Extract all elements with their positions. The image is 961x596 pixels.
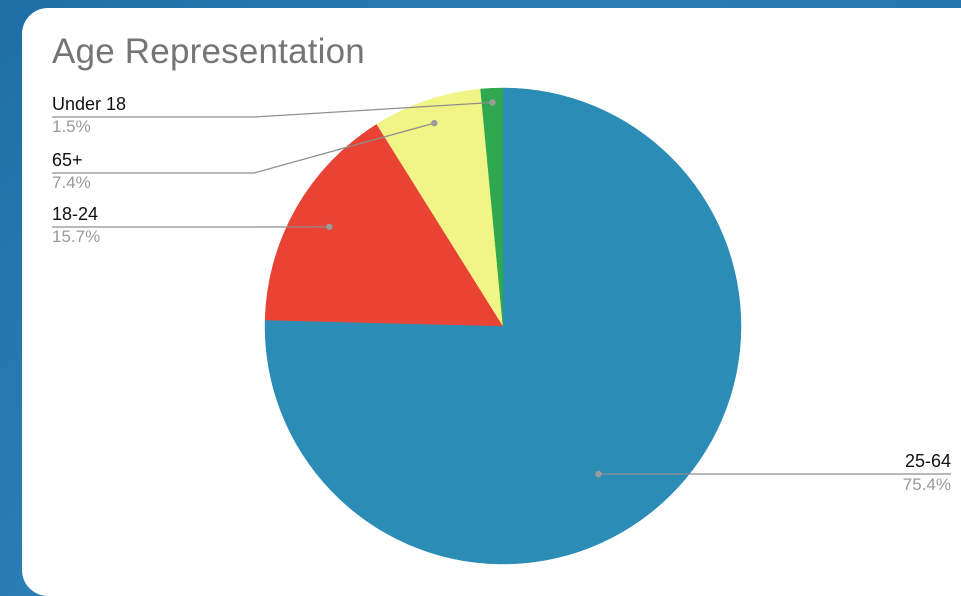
callout-dot-25-64: [595, 470, 602, 478]
pie-slice-under-18: [480, 87, 504, 327]
value-label-under-18: 1.5%: [52, 117, 91, 136]
callout-line-65: [52, 122, 435, 174]
callout-line-under-18: [52, 101, 493, 118]
label-under-18: Under 18: [52, 94, 126, 114]
callout-dot-18-24: [326, 223, 333, 231]
pie-slices: [264, 87, 742, 565]
label-25-64: 25-64: [905, 451, 951, 471]
pie-chart: Under 18 1.5% 65+ 7.4% 18-24 15.7% 25-64 75.4%: [52, 87, 952, 565]
pie-slice-18-24: [264, 123, 504, 327]
slice-labels: Under 18 1.5% 65+ 7.4% 18-24 15.7% 25-64 75.4%: [52, 94, 951, 494]
value-label-18-24: 15.7%: [52, 227, 100, 246]
chart-title: Age Representation: [52, 32, 365, 71]
callout-dot-65: [431, 119, 438, 127]
callout-dot-under-18: [489, 99, 496, 106]
pie-slice-65: [376, 88, 504, 327]
chart-card: Age Representation Under 18 1.5% 65+ 7.4% 18…: [22, 8, 961, 596]
value-label-65: 7.4%: [52, 173, 91, 192]
label-65: 65+: [52, 150, 83, 170]
label-18-24: 18-24: [52, 204, 98, 224]
value-label-25-64: 75.4%: [903, 475, 951, 494]
callout-lines: [52, 99, 952, 478]
